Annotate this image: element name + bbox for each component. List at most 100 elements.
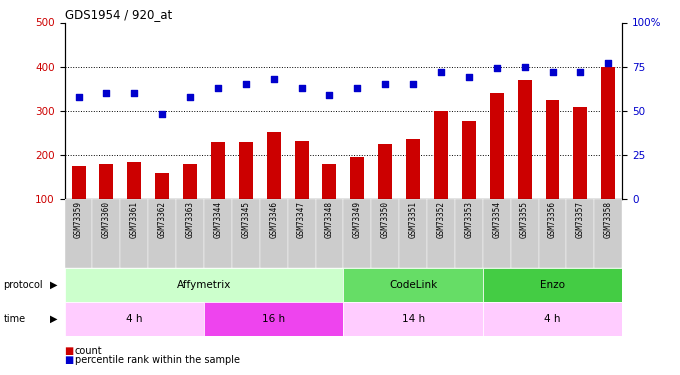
Text: CodeLink: CodeLink: [389, 280, 437, 290]
Bar: [322, 164, 337, 243]
Bar: [204, 302, 343, 336]
Bar: [183, 164, 197, 243]
Text: GSM73357: GSM73357: [576, 201, 585, 238]
Bar: [406, 139, 420, 243]
Text: time: time: [3, 314, 26, 324]
Bar: [545, 100, 560, 243]
Bar: [176, 199, 204, 268]
Point: [156, 111, 168, 117]
Bar: [378, 144, 392, 243]
Point: [435, 69, 446, 75]
Text: GSM73349: GSM73349: [353, 201, 362, 238]
Bar: [594, 199, 622, 268]
Bar: [294, 141, 309, 243]
Bar: [371, 199, 399, 268]
Text: GSM73361: GSM73361: [130, 201, 139, 238]
Text: GSM73358: GSM73358: [604, 201, 613, 238]
Text: GSM73347: GSM73347: [297, 201, 306, 238]
Bar: [350, 158, 364, 243]
Text: count: count: [75, 346, 103, 355]
Text: GSM73363: GSM73363: [186, 201, 194, 238]
Text: GSM73359: GSM73359: [74, 201, 83, 238]
Bar: [490, 93, 504, 243]
Text: GSM73350: GSM73350: [381, 201, 390, 238]
Bar: [517, 80, 532, 243]
Point: [241, 81, 252, 87]
Bar: [288, 199, 316, 268]
Bar: [483, 268, 622, 302]
Bar: [343, 268, 483, 302]
Point: [408, 81, 419, 87]
Bar: [316, 199, 343, 268]
Bar: [511, 199, 539, 268]
Text: GSM73345: GSM73345: [241, 201, 250, 238]
Text: Enzo: Enzo: [540, 280, 565, 290]
Bar: [434, 111, 448, 243]
Bar: [539, 199, 566, 268]
Text: percentile rank within the sample: percentile rank within the sample: [75, 355, 240, 365]
Point: [129, 90, 140, 96]
Text: ■: ■: [65, 355, 74, 365]
Bar: [127, 162, 141, 243]
Text: protocol: protocol: [3, 280, 43, 290]
Bar: [232, 199, 260, 268]
Bar: [120, 199, 148, 268]
Bar: [99, 164, 114, 243]
Bar: [566, 199, 594, 268]
Bar: [148, 199, 176, 268]
Point: [491, 65, 502, 71]
Point: [73, 93, 84, 99]
Bar: [483, 199, 511, 268]
Text: Affymetrix: Affymetrix: [177, 280, 231, 290]
Bar: [573, 107, 588, 243]
Point: [547, 69, 558, 75]
Point: [296, 85, 307, 91]
Bar: [65, 302, 204, 336]
Bar: [267, 132, 281, 243]
Bar: [427, 199, 455, 268]
Bar: [155, 173, 169, 243]
Text: GSM73354: GSM73354: [492, 201, 501, 238]
Point: [352, 85, 363, 91]
Point: [464, 74, 475, 80]
Text: GSM73351: GSM73351: [409, 201, 418, 238]
Bar: [343, 302, 483, 336]
Point: [269, 76, 279, 82]
Text: GSM73344: GSM73344: [214, 201, 222, 238]
Bar: [601, 67, 615, 243]
Bar: [92, 199, 120, 268]
Text: GSM73360: GSM73360: [102, 201, 111, 238]
Text: GSM73352: GSM73352: [437, 201, 445, 238]
Point: [185, 93, 196, 99]
Bar: [462, 121, 476, 243]
Bar: [239, 142, 253, 243]
Text: GSM73356: GSM73356: [548, 201, 557, 238]
Point: [602, 60, 613, 66]
Text: GSM73348: GSM73348: [325, 201, 334, 238]
Point: [324, 92, 335, 98]
Text: 4 h: 4 h: [544, 314, 561, 324]
Bar: [65, 199, 92, 268]
Point: [575, 69, 586, 75]
Bar: [65, 268, 343, 302]
Text: GDS1954 / 920_at: GDS1954 / 920_at: [65, 8, 172, 21]
Text: GSM73355: GSM73355: [520, 201, 529, 238]
Bar: [211, 142, 225, 243]
Point: [520, 63, 530, 70]
Text: 14 h: 14 h: [401, 314, 425, 324]
Bar: [455, 199, 483, 268]
Bar: [204, 199, 232, 268]
Text: 16 h: 16 h: [262, 314, 286, 324]
Bar: [343, 199, 371, 268]
Text: GSM73353: GSM73353: [464, 201, 473, 238]
Text: ■: ■: [65, 346, 74, 355]
Text: 4 h: 4 h: [126, 314, 143, 324]
Text: GSM73362: GSM73362: [158, 201, 167, 238]
Text: ▶: ▶: [50, 314, 57, 324]
Bar: [71, 166, 86, 243]
Text: GSM73346: GSM73346: [269, 201, 278, 238]
Point: [379, 81, 390, 87]
Point: [212, 85, 223, 91]
Bar: [260, 199, 288, 268]
Bar: [399, 199, 427, 268]
